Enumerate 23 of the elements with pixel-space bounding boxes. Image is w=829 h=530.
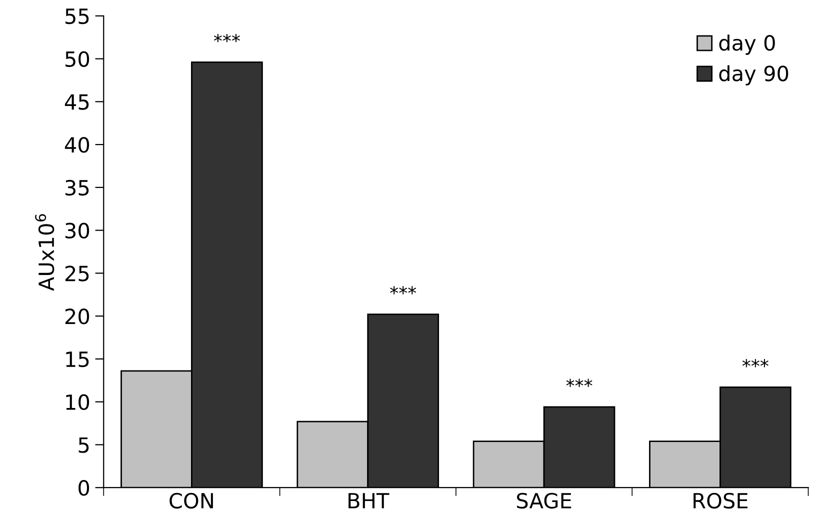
x-tick-label: ROSE [694,492,748,509]
y-tick-label: 45 [64,94,89,110]
y-tick-label: 30 [66,222,90,239]
y-tick-label: 55 [66,8,89,24]
annotation: *** [742,358,768,368]
annotation: *** [390,286,416,294]
y-tick-label: 15 [66,352,89,368]
y-tick-label: 25 [65,266,89,282]
x-tick-label: SAGE [517,492,572,509]
legend-label: day 90 [719,65,788,86]
x-tick-label: BHT [348,493,390,508]
y-tick-label: 5 [78,437,89,453]
y-tick-label: 10 [66,394,90,410]
annotation: *** [214,34,240,42]
annotation: *** [566,378,592,387]
y-tick-label: 35 [66,180,89,196]
y-tick-label: 0 [78,480,90,496]
y-tick-label: 40 [64,137,90,153]
y-axis-title: AUx10$^{6}$ [35,214,54,291]
y-tick-label: 50 [66,51,90,67]
y-tick-label: 20 [65,308,90,324]
x-tick-label: CON [170,492,213,509]
legend-label: day 0 [719,34,775,55]
